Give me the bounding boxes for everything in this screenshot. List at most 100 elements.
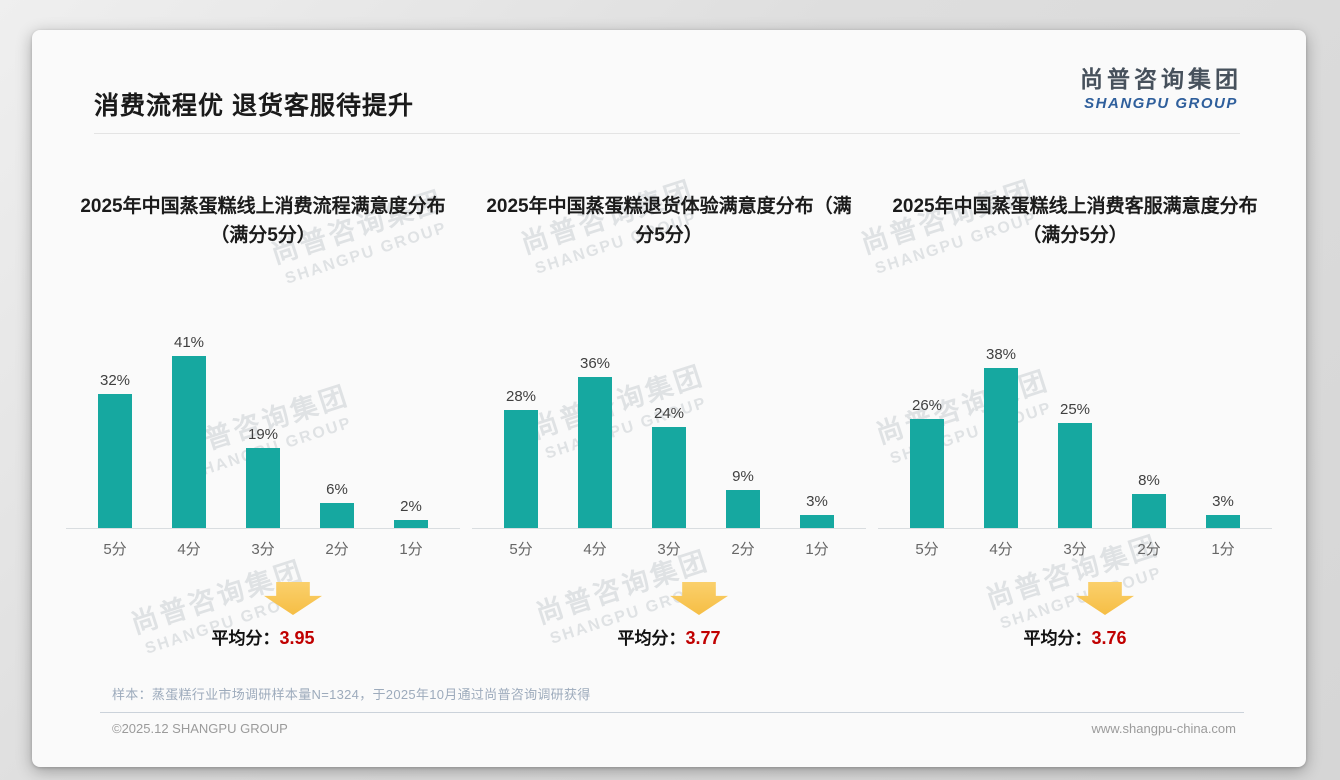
bar-chart-plot: 28% 36% 24% 9% 3% — [472, 291, 866, 529]
average-label: 平均分： — [1023, 629, 1092, 648]
average-score: 平均分：3.76 — [878, 624, 1272, 649]
bar-group: 3% — [1192, 493, 1254, 528]
bar-value-label: 26% — [911, 396, 943, 414]
average-value: 3.95 — [279, 628, 315, 648]
bar — [910, 418, 944, 528]
category-axis: 5分 4分 3分 2分 1分 — [66, 538, 460, 559]
logo-chinese-text: 尚普咨询集团 — [1080, 66, 1242, 92]
category-label: 3分 — [251, 541, 275, 558]
bar-group: 32% — [84, 372, 146, 528]
category-axis: 5分 4分 3分 2分 1分 — [472, 538, 866, 559]
bar-group: 41% — [158, 334, 220, 528]
chart-column-process: 2025年中国蒸蛋糕线上消费流程满意度分布（满分5分） 32% 41% 19% 6% 2… — [60, 192, 466, 649]
bar-group: 6% — [306, 481, 368, 528]
bar — [652, 427, 686, 528]
category-label: 5分 — [103, 541, 127, 558]
down-arrow-icon — [670, 582, 728, 615]
category-label: 2分 — [325, 541, 349, 558]
bar-group: 3% — [786, 493, 848, 528]
bar — [1058, 423, 1092, 528]
average-value: 3.76 — [1091, 628, 1127, 648]
bar-group: 19% — [232, 426, 294, 528]
arrow-row — [472, 582, 866, 615]
down-arrow-icon — [264, 582, 322, 615]
arrow-row — [66, 582, 460, 615]
category-label: 4分 — [989, 541, 1013, 558]
slide-card: 尚普咨询集团 SHANGPU GROUP 尚普咨询集团 SHANGPU GROUP 尚普… — [32, 30, 1306, 767]
category-label: 1分 — [805, 541, 829, 558]
average-label: 平均分： — [617, 629, 686, 648]
average-score: 平均分：3.77 — [472, 624, 866, 649]
bar-value-label: 38% — [985, 346, 1017, 364]
arrow-row — [878, 582, 1272, 615]
bar-value-label: 32% — [99, 371, 131, 389]
average-score: 平均分：3.95 — [66, 624, 460, 649]
category-label: 4分 — [177, 541, 201, 558]
bar-group: 8% — [1118, 472, 1180, 528]
title-divider — [94, 133, 1240, 134]
chart-title: 2025年中国蒸蛋糕线上消费客服满意度分布（满分5分） — [892, 196, 1258, 247]
category-label: 4分 — [583, 541, 607, 558]
bar-group: 26% — [896, 397, 958, 528]
bar-value-label: 3% — [1212, 493, 1234, 511]
category-label: 3分 — [1063, 541, 1087, 558]
bar-chart-plot: 26% 38% 25% 8% 3% — [878, 291, 1272, 529]
bar-value-label: 2% — [400, 497, 422, 515]
category-label: 5分 — [915, 541, 939, 558]
bar — [504, 410, 538, 528]
chart-title: 2025年中国蒸蛋糕退货体验满意度分布（满分5分） — [486, 196, 852, 247]
company-logo: 尚普咨询集团 SHANGPU GROUP — [1080, 60, 1242, 112]
bar-value-label: 6% — [326, 480, 348, 498]
bar — [246, 448, 280, 528]
category-label: 3分 — [657, 541, 681, 558]
bar-group: 25% — [1044, 401, 1106, 528]
average-value: 3.77 — [685, 628, 721, 648]
chart-column-service: 2025年中国蒸蛋糕线上消费客服满意度分布（满分5分） 26% 38% 25% 8% 3… — [872, 192, 1278, 649]
chart-column-returns: 2025年中国蒸蛋糕退货体验满意度分布（满分5分） 28% 36% 24% 9% 3% … — [466, 192, 872, 649]
bar-value-label: 41% — [173, 333, 205, 351]
sample-note: 样本：蒸蛋糕行业市场调研样本量N=1324，于2025年10月通过尚普咨询调研获… — [112, 687, 591, 702]
bar-value-label: 28% — [505, 388, 537, 406]
bar-group: 38% — [970, 346, 1032, 528]
footer-divider — [100, 712, 1244, 713]
down-arrow-icon — [1076, 582, 1134, 615]
bar-value-label: 25% — [1059, 401, 1091, 418]
category-label: 1分 — [399, 541, 423, 558]
bar — [984, 368, 1018, 528]
bar-chart-plot: 32% 41% 19% 6% 2% — [66, 291, 460, 529]
bar — [1206, 515, 1240, 528]
bar — [394, 519, 428, 528]
category-label: 2分 — [731, 541, 755, 558]
bar — [98, 393, 132, 528]
bar-value-label: 19% — [247, 426, 279, 444]
logo-english-text: SHANGPU GROUP — [1084, 95, 1238, 112]
slide-header: 消费流程优 退货客服待提升 尚普咨询集团 SHANGPU GROUP — [32, 30, 1306, 122]
bar-group: 24% — [638, 405, 700, 528]
average-label: 平均分： — [211, 629, 280, 648]
copyright-text: ©2025.12 SHANGPU GROUP — [112, 721, 288, 736]
bar — [800, 515, 834, 528]
bar — [172, 355, 206, 528]
bar-value-label: 8% — [1138, 472, 1160, 490]
website-url: www.shangpu-china.com — [1091, 721, 1236, 736]
charts-row: 2025年中国蒸蛋糕线上消费流程满意度分布（满分5分） 32% 41% 19% 6% 2… — [32, 192, 1306, 649]
category-axis: 5分 4分 3分 2分 1分 — [878, 538, 1272, 559]
page-title: 消费流程优 退货客服待提升 — [94, 92, 414, 120]
bar — [1132, 494, 1166, 528]
chart-title: 2025年中国蒸蛋糕线上消费流程满意度分布（满分5分） — [80, 196, 446, 247]
bar-group: 9% — [712, 468, 774, 528]
bar-value-label: 9% — [732, 468, 754, 486]
bar — [320, 502, 354, 528]
bar-group: 2% — [380, 498, 442, 528]
bar-value-label: 3% — [806, 493, 828, 511]
bar-value-label: 24% — [653, 405, 685, 423]
category-label: 5分 — [509, 541, 533, 558]
category-label: 2分 — [1137, 541, 1161, 558]
bar — [726, 490, 760, 528]
category-label: 1分 — [1211, 541, 1235, 558]
bar — [578, 376, 612, 528]
bar-group: 36% — [564, 355, 626, 528]
bar-group: 28% — [490, 388, 552, 528]
bar-value-label: 36% — [579, 354, 611, 372]
